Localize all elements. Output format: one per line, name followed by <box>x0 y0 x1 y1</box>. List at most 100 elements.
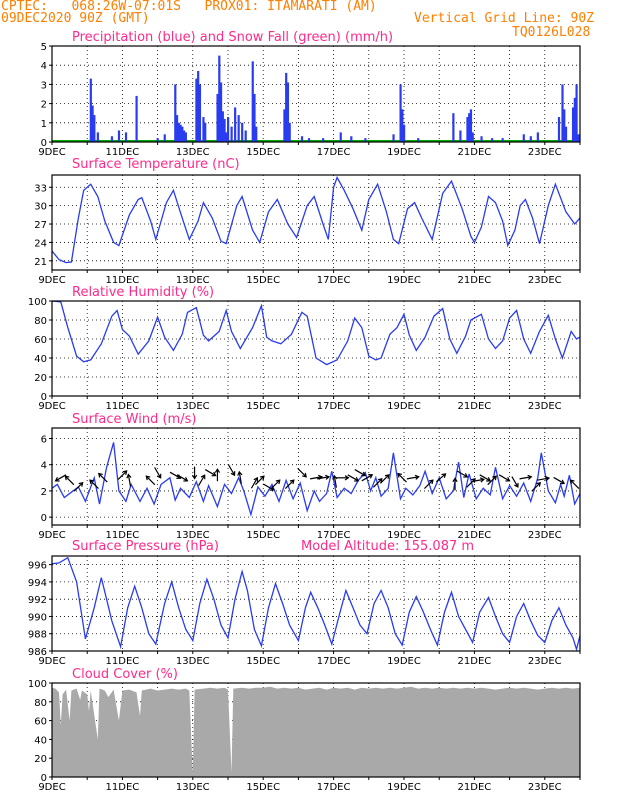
panel-1: 21 24 27 30 33 9DEC 11DEC 13DEC 15DEC 17DEC 19DEC 2… <box>34 157 581 286</box>
panel-4: 986 988 990 992 994 996 9DEC 11DEC 13DEC 15DEC 17D… <box>28 539 581 667</box>
precip-bar <box>230 126 233 142</box>
wind-arrow <box>379 474 390 484</box>
y-tick-label: 2 <box>41 100 47 111</box>
x-tick-label: 17DEC <box>317 782 351 793</box>
wind-arrow <box>89 479 99 490</box>
precip-bar <box>466 117 469 142</box>
y-tick-label: 3 <box>41 80 47 91</box>
precip-bar <box>93 115 96 142</box>
x-tick-label: 19DEC <box>387 147 421 158</box>
series-line <box>51 300 581 366</box>
y-tick-label: 996 <box>28 561 47 572</box>
x-tick-label: 17DEC <box>317 401 351 412</box>
x-tick-label: 11DEC <box>106 656 140 667</box>
plot-frame <box>51 682 581 778</box>
precip-bar <box>300 136 304 142</box>
y-tick-label: 100 <box>28 679 47 690</box>
x-tick-label: 9DEC <box>38 782 65 793</box>
y-tick-label: 4 <box>41 461 47 472</box>
x-tick-label: 13DEC <box>176 656 210 667</box>
wind-arrow <box>569 479 580 490</box>
panel-0: 0 1 2 3 4 5 9DEC 11DEC 13DEC 15DEC 17DEC 19DEC 21DEC… <box>38 30 581 158</box>
precip-bar <box>350 136 353 142</box>
x-tick-label: 17DEC <box>317 656 351 667</box>
wind-arrow <box>145 475 156 486</box>
x-tick-label: 15DEC <box>246 782 280 793</box>
precip-bar <box>163 134 166 142</box>
panel-3: 0 2 4 6 9DEC 11DEC 13DEC 15DEC 17DEC 19DEC 21DEC 23… <box>38 412 581 541</box>
precip-bar <box>251 61 254 142</box>
precip-bar <box>364 138 367 142</box>
precip-bar <box>179 124 182 142</box>
panel-title: Surface Wind (m/s) <box>72 412 196 427</box>
y-tick-label: 4 <box>41 61 47 72</box>
y-tick-label: 27 <box>34 220 47 231</box>
y-tick-label: 24 <box>34 238 47 249</box>
x-tick-label: 17DEC <box>317 275 351 286</box>
wind-arrow <box>471 477 485 483</box>
precip-bar <box>89 78 92 142</box>
y-tick-label: 2 <box>41 487 47 498</box>
precip-bar <box>536 132 539 142</box>
y-tick-label: 30 <box>34 202 47 213</box>
x-tick-label: 21DEC <box>458 656 492 667</box>
precip-bar <box>195 78 198 142</box>
panel-title: Surface Pressure (hPa) <box>72 539 219 554</box>
y-tick-label: 994 <box>28 578 47 589</box>
precip-bar <box>417 138 420 142</box>
series-line <box>51 175 581 264</box>
precip-bar <box>452 113 455 142</box>
y-tick-label: 986 <box>28 647 47 658</box>
x-tick-label: 11DEC <box>106 401 140 412</box>
plot-frame <box>51 300 581 397</box>
wind-arrow <box>64 475 75 486</box>
precip-bar <box>399 84 402 142</box>
wind-arrow <box>117 470 128 480</box>
wind-arrow <box>204 469 217 477</box>
x-tick-label: 9DEC <box>38 401 65 412</box>
wind-arrow <box>423 479 434 490</box>
precip-bar <box>392 134 395 142</box>
wind-arrow <box>228 464 236 477</box>
precip-bar <box>156 138 159 142</box>
precip-bar <box>283 109 286 142</box>
wind-arrow <box>237 470 243 484</box>
panel-2: 0 20 40 60 80 100 9DEC 11DEC 13DEC 15DEC 17DEC 19DE… <box>28 285 581 412</box>
precip-bar <box>117 130 121 142</box>
plot-frame <box>51 555 581 652</box>
x-tick-label: 11DEC <box>106 530 140 541</box>
x-tick-label: 13DEC <box>176 782 210 793</box>
x-tick-label: 15DEC <box>246 147 280 158</box>
wind-arrow <box>537 476 551 482</box>
precip-bar <box>237 115 240 142</box>
wind-arrow <box>284 479 295 490</box>
x-tick-label: 21DEC <box>458 401 492 412</box>
wind-arrow <box>98 472 108 483</box>
precip-bar <box>135 95 138 142</box>
wind-arrow <box>487 475 498 486</box>
x-tick-label: 9DEC <box>38 530 65 541</box>
precip-bar <box>227 117 230 142</box>
x-tick-label: 13DEC <box>176 147 210 158</box>
header-run-date: 09DEC2020 90Z (GMT) <box>1 11 150 26</box>
precip-bar <box>522 134 525 142</box>
wind-arrow <box>531 481 542 492</box>
wind-arrow <box>479 474 492 482</box>
precip-bar <box>197 70 200 142</box>
precip-bar <box>339 132 342 142</box>
precip-bar <box>322 138 325 142</box>
header-model-code: TQ0126L028 <box>512 25 591 40</box>
precip-bar <box>491 138 494 142</box>
precip-bar <box>501 138 504 142</box>
series-line <box>51 442 581 517</box>
wind-arrow <box>354 469 367 477</box>
plot-frame <box>51 174 581 271</box>
x-tick-label: 19DEC <box>387 275 421 286</box>
x-tick-label: 15DEC <box>246 530 280 541</box>
precip-bar <box>286 82 290 142</box>
y-tick-label: 60 <box>34 717 47 728</box>
wind-arrow <box>553 476 566 485</box>
y-tick-label: 21 <box>34 257 47 268</box>
x-tick-label: 23DEC <box>528 275 562 286</box>
